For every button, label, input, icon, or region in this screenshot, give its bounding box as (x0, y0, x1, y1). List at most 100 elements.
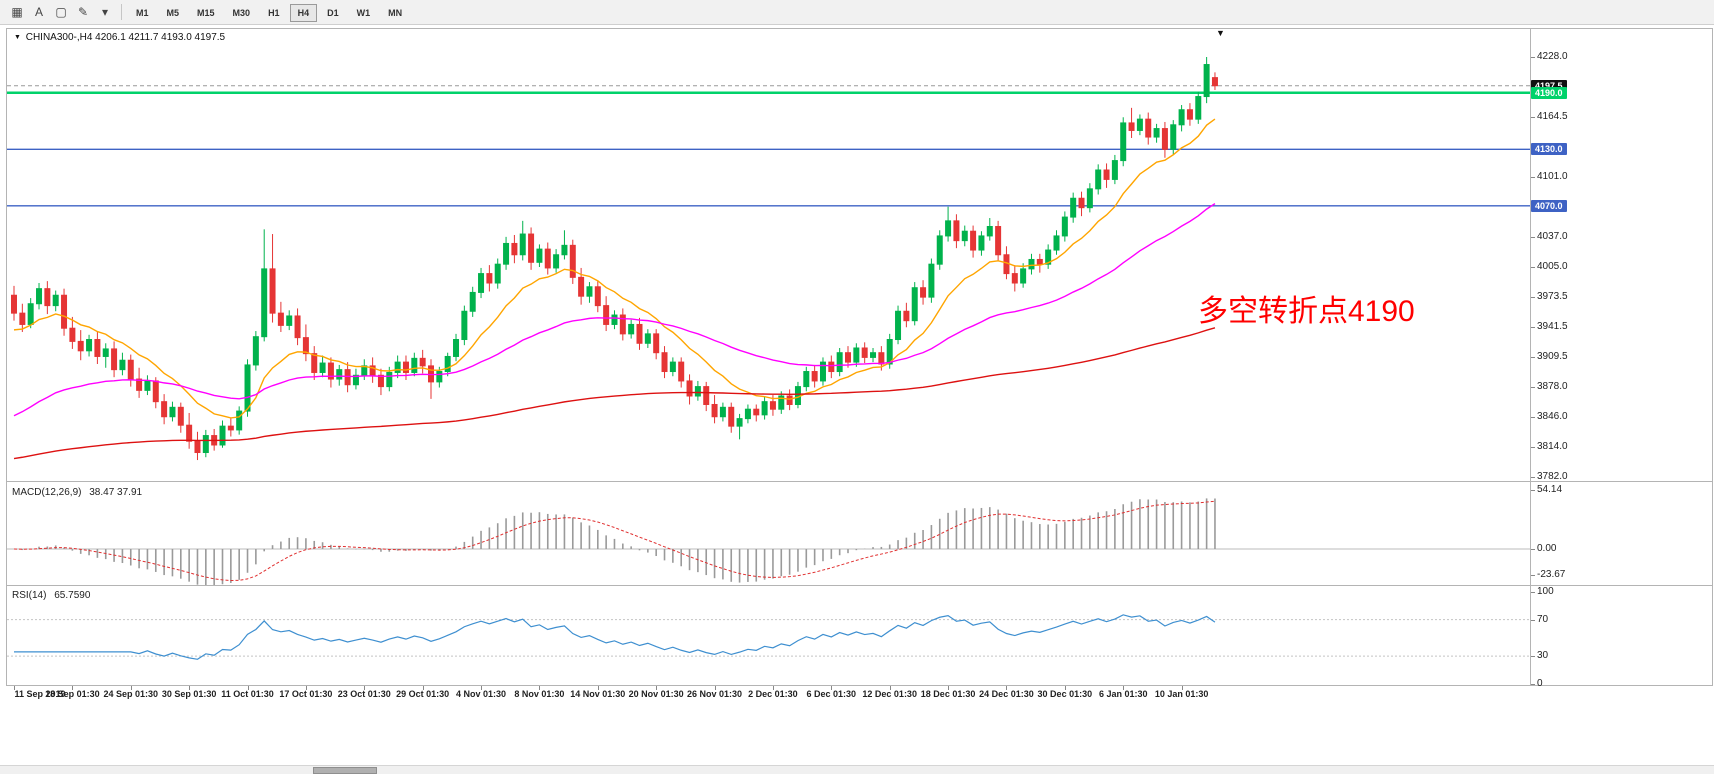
time-label: 24 Sep 01:30 (103, 689, 159, 699)
axis-tick (1531, 57, 1535, 58)
rsi-line (14, 614, 1216, 660)
moving-averages (13, 118, 1216, 460)
rsi-value: 65.7590 (54, 590, 91, 601)
time-tick (831, 686, 833, 690)
time-label: 30 Sep 01:30 (161, 689, 217, 699)
time-tick (189, 686, 191, 690)
rsi-name: RSI(14) (12, 590, 47, 601)
time-tick (247, 686, 249, 690)
macd-tick-0: 0.00 (1537, 543, 1557, 554)
price-tick-3941.5: 3941.5 (1537, 320, 1568, 332)
time-label: 11 Oct 01:30 (221, 689, 274, 699)
horizontal-scrollbar-thumb[interactable] (313, 767, 377, 774)
time-tick (1123, 686, 1125, 690)
time-tick (481, 686, 483, 690)
time-label: 29 Oct 01:30 (396, 689, 450, 699)
time-label: 12 Dec 01:30 (862, 689, 917, 699)
time-tick (948, 686, 950, 690)
price-tick-4037: 4037.0 (1537, 230, 1568, 242)
ma-slow-line (13, 327, 1216, 460)
axis-tick (1531, 356, 1535, 358)
axis-tick (1531, 574, 1535, 576)
axis-tick (1531, 683, 1535, 685)
draw-tool-dropdown-icon[interactable]: ▾ (101, 5, 109, 19)
time-label: 10 Jan 01:30 (1154, 689, 1209, 699)
time-label: 14 Nov 01:30 (570, 689, 626, 699)
time-label: 24 Dec 01:30 (979, 689, 1034, 699)
time-label: 26 Nov 01:30 (687, 689, 743, 699)
timeframe-button-W1[interactable]: W1 (356, 8, 371, 18)
axis-tick (1531, 592, 1535, 594)
time-tick (772, 686, 774, 690)
price-axis-divider (1530, 28, 1531, 686)
time-label: 18 Dec 01:30 (920, 689, 976, 699)
timeframe-button-D1[interactable]: D1 (327, 8, 339, 18)
annotation-text[interactable]: 多空转折点4190 (1198, 295, 1415, 328)
time-label: 8 Nov 01:30 (514, 689, 565, 699)
axis-tick (1531, 416, 1535, 418)
timeframe-button-MN[interactable]: MN (388, 8, 403, 18)
time-tick (1064, 686, 1066, 690)
time-tick (656, 686, 658, 690)
timeframe-button-M30[interactable]: M30 (232, 8, 251, 18)
price-tag-4190.0: 4190.0 (1531, 86, 1567, 99)
time-tick (305, 686, 307, 690)
draw-tool-icon[interactable]: ✎ (77, 5, 89, 19)
price-tick-4228: 4228.0 (1537, 51, 1568, 62)
time-tick (889, 686, 891, 690)
axis-tick (1531, 549, 1535, 550)
macd-signal-line (13, 500, 1216, 582)
price-tick-3973.5: 3973.5 (1537, 290, 1568, 302)
macd-values: 38.47 37.91 (89, 487, 143, 498)
timeframe-button-H4[interactable]: H4 (289, 4, 318, 22)
macd-rsi-divider[interactable] (6, 585, 1713, 586)
scroll-position-marker-icon: ▼ (1216, 28, 1225, 38)
time-tick (130, 686, 132, 690)
chart-panel-border (6, 28, 1713, 686)
chart-title-text: CHINA300-,H4 4206.1 4211.7 4193.0 4197.5 (25, 32, 226, 43)
shape-tool-icon[interactable]: ▢ (55, 5, 67, 19)
axis-tick (1531, 326, 1535, 328)
time-label: 30 Dec 01:30 (1037, 689, 1093, 699)
axis-tick (1531, 386, 1535, 388)
horizontal-lines (7, 85, 1530, 207)
rsi-indicator-label: RSI(14) 65.7590 (12, 590, 90, 601)
time-tick (539, 686, 541, 690)
time-label: 17 Oct 01:30 (279, 689, 333, 699)
macd-name: MACD(12,26,9) (12, 487, 82, 498)
time-tick (1181, 686, 1183, 690)
rsi-tick-0: 0 (1537, 677, 1543, 689)
price-tick-3909.5: 3909.5 (1537, 350, 1568, 362)
price-tick-4164.5: 4164.5 (1537, 110, 1568, 122)
timeframe-button-H1[interactable]: H1 (268, 8, 280, 18)
price-tick-3814: 3814.0 (1537, 440, 1568, 452)
main-macd-divider[interactable] (6, 481, 1713, 482)
axis-tick (1531, 490, 1535, 491)
axis-tick (1531, 176, 1535, 178)
time-tick (72, 686, 74, 690)
axis-tick (1531, 236, 1535, 238)
chart-title: ▼ CHINA300-,H4 4206.1 4211.7 4193.0 4197… (14, 32, 225, 43)
axis-tick (1531, 656, 1535, 658)
cursor-a-tool[interactable]: A (34, 5, 43, 19)
rsi-tick-100: 100 (1537, 586, 1554, 598)
axis-tick (1531, 267, 1535, 268)
chart-title-dropdown-icon[interactable]: ▼ (14, 34, 21, 41)
timeframe-button-M5[interactable]: M5 (166, 8, 180, 18)
rsi-tick-70: 70 (1537, 613, 1549, 625)
time-tick (422, 686, 424, 690)
time-label: 18 Sep 01:30 (45, 689, 100, 699)
price-tick-3846: 3846.0 (1537, 410, 1568, 422)
chart-grid-icon[interactable]: ▦ (11, 5, 23, 19)
price-tick-3878: 3878.0 (1537, 380, 1568, 392)
horizontal-scrollbar-track[interactable] (0, 765, 1714, 774)
rsi-tick-30: 30 (1537, 650, 1549, 662)
time-label: 6 Jan 01:30 (1098, 689, 1148, 699)
axis-tick (1531, 619, 1535, 621)
time-tick (364, 686, 366, 690)
timeframe-button-M1[interactable]: M1 (136, 8, 149, 18)
timeframe-button-M15[interactable]: M15 (197, 8, 215, 18)
time-tick (1006, 686, 1008, 690)
price-tag-4130.0: 4130.0 (1531, 143, 1567, 156)
